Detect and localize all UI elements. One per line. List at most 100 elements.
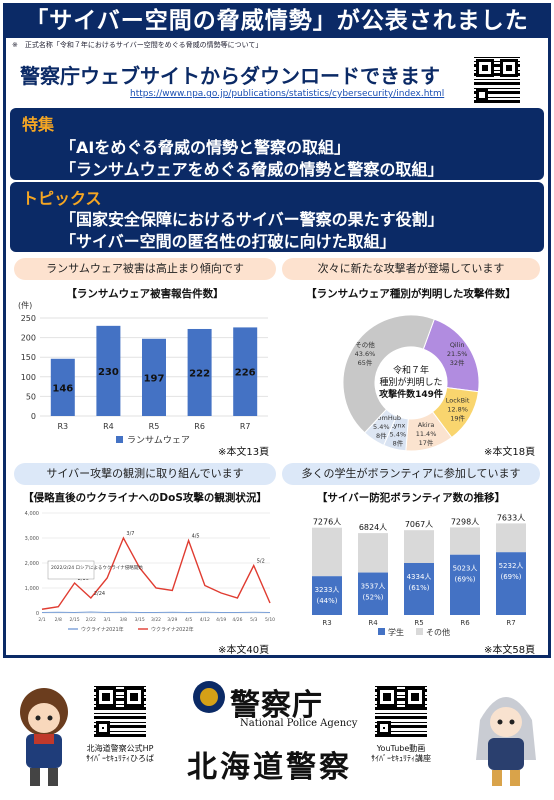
slice-value-label: 32件 (450, 358, 465, 367)
x-tick-label: R3 (57, 422, 68, 431)
series-line-ウクライナ2022年 (41, 536, 271, 610)
student-percent-label: (61%) (408, 584, 429, 592)
invasion-note-box (47, 560, 95, 580)
y-tick-label: 250 (21, 314, 36, 323)
x-tick-label: 2/1 (38, 617, 45, 623)
youtube-qr-code[interactable] (373, 683, 429, 739)
qr-right-caption: YouTube動画 ｻｲﾊﾞｰｾｷｭﾘﾃｨ講座 (353, 744, 449, 764)
qr-left-caption: 北海道警察公式HP ｻｲﾊﾞｰｾｷｭﾘﾃｨひろば (72, 744, 168, 764)
bar-R5 (142, 338, 166, 416)
annotation-label: 3/7 (126, 531, 134, 537)
x-tick-label: R6 (460, 619, 470, 627)
bar-student-R3 (312, 576, 342, 615)
x-tick-label: 2/15 (70, 617, 80, 623)
bar-student-R4 (358, 572, 388, 615)
total-label: 7067人 (405, 520, 433, 529)
student-percent-label: (69%) (454, 576, 475, 584)
total-label: 7298人 (451, 517, 479, 526)
x-tick-label: 4/5 (185, 617, 192, 623)
page-ref-58: ※本文58頁 (484, 645, 536, 656)
x-tick-label: R4 (368, 619, 378, 627)
hokkaido-police-logo: 北海道警察 (187, 750, 352, 785)
bar-other-R6 (450, 527, 480, 555)
y-unit-label: (件) (18, 300, 32, 310)
special-item-ai: 「AIをめぐる脅威の情勢と警察の取組」 (60, 138, 351, 157)
qr-left-caption-line1: 北海道警察公式HP (86, 744, 154, 753)
donut-center-text: 令和７年 (393, 364, 429, 376)
x-tick-label: 5/3 (250, 617, 257, 623)
dos-chart-title: 【侵略直後のウクライナへのDoS攻撃の観測状況】 (23, 492, 267, 504)
x-tick-label: R6 (194, 422, 205, 431)
x-tick-label: 2/8 (55, 617, 62, 623)
bar-student-R5 (404, 562, 434, 615)
y-tick-label: 50 (26, 392, 36, 401)
annotation-label: 2/24 (94, 591, 105, 597)
observation-label: サイバー攻撃の観測に取り組んでいます (14, 463, 276, 485)
y-tick-label: 200 (21, 334, 36, 343)
bar-R4 (96, 325, 121, 416)
x-tick-label: R7 (240, 422, 251, 431)
bar-other-R5 (404, 530, 434, 563)
slice-percent-label: 43.6% (355, 350, 376, 358)
y-tick-label: 2,000 (25, 561, 39, 567)
special-feature-band: 特集 「AIをめぐる脅威の情勢と警察の取組」 「ランサムウェアをめぐる脅威の情勢… (10, 108, 544, 180)
npa-qr-code[interactable] (472, 55, 522, 105)
y-tick-label: 100 (21, 373, 36, 382)
qr-right-caption-line2: ｻｲﾊﾞｰｾｷｭﾘﾃｨ講座 (371, 754, 431, 763)
bar-R6 (187, 328, 212, 416)
x-tick-label: R7 (506, 619, 515, 627)
page-ref-40: ※本文40頁 (218, 645, 270, 656)
series-line-ウクライナ2021年 (41, 611, 271, 614)
y-tick-label: 0 (31, 412, 36, 421)
mascot-girl-illustration (476, 697, 536, 786)
x-tick-label: R3 (322, 619, 331, 627)
x-tick-label: 2/22 (86, 617, 96, 623)
slice-name-label: Lynx (391, 421, 406, 429)
slice-percent-label: 11.4% (416, 430, 437, 438)
slice-name-label: LockBit (446, 396, 470, 404)
special-feature-label: 特集 (22, 115, 55, 134)
annotation-label: 5/2 (257, 559, 265, 565)
x-tick-label: 3/22 (151, 617, 161, 623)
slice-その他 (342, 314, 435, 434)
bar-other-R3 (312, 527, 342, 577)
student-value-label: 3233人 (315, 586, 340, 594)
total-label: 7633人 (497, 513, 525, 522)
bar-value-label: 226 (235, 368, 256, 379)
bar-value-label: 197 (144, 373, 165, 384)
legend-label: ランサムウェア (127, 435, 190, 443)
volunteer-stacked-bar-chart: 7276人 3233人 (44%) R3 6824人 3537人 (52%) R4 7067人 4… (312, 513, 526, 637)
total-label: 7276人 (313, 518, 341, 527)
topics-band: トピックス 「国家安全保障におけるサイバー警察の果たす役割」 「サイバー空間の匿… (10, 182, 544, 252)
slice-value-label: 8件 (393, 438, 404, 447)
student-percent-label: (52%) (362, 594, 383, 602)
bar-student-R6 (450, 554, 480, 615)
invasion-note-text: 2022/2/24 ロシアによるウクライナ侵略開始 (51, 564, 143, 571)
slice-percent-label: 12.8% (447, 405, 468, 413)
total-label: 6824人 (359, 523, 387, 532)
legend-label-other: その他 (426, 627, 450, 637)
police-emblem-icon (193, 681, 225, 713)
bar-student-R7 (496, 552, 526, 615)
special-item-ransomware: 「ランサムウェアをめぐる脅威の情勢と警察の取組」 (60, 160, 444, 179)
qr-left-caption-line2: ｻｲﾊﾞｰｾｷｭﾘﾃｨひろば (86, 754, 154, 763)
slice-value-label: 19件 (450, 413, 465, 422)
download-link[interactable]: https://www.npa.go.jp/publications/stati… (130, 89, 445, 99)
slice-name-label: その他 (355, 340, 375, 349)
slice-percent-label: 5.4% (390, 430, 407, 438)
hokkaido-police-hp-qr-code[interactable] (92, 683, 148, 739)
y-tick-label: 3,000 (25, 536, 39, 542)
slice-name-label: RansomHub (362, 414, 401, 422)
attack-type-chart-title: 【ランサムウェア種別が判明した攻撃件数】 (306, 288, 516, 300)
official-name-note: ※ 正式名称「令和７年におけるサイバー空間をめぐる脅威の情勢等について」 (12, 41, 263, 49)
x-tick-label: 5/10 (265, 617, 275, 623)
ransomware-trend-label: ランサムウェア被害は高止まり傾向です (14, 258, 276, 280)
x-tick-label: 3/15 (135, 617, 145, 623)
bar-other-R4 (358, 533, 388, 573)
bar-R3 (50, 358, 75, 416)
slice-value-label: 8件 (376, 431, 387, 440)
x-tick-label: R5 (149, 422, 160, 431)
y-tick-label: 150 (21, 353, 36, 362)
x-tick-label: 3/29 (167, 617, 177, 623)
slice-name-label: Akira (418, 421, 435, 429)
